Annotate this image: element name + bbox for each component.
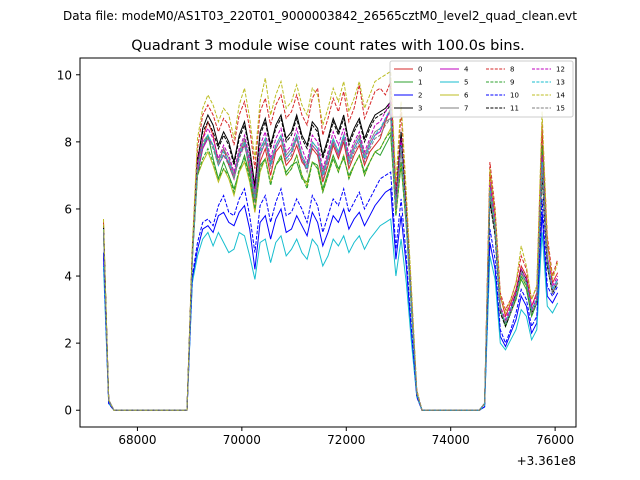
- legend-label-1: 1: [418, 79, 422, 87]
- x-tick-label: 74000: [432, 433, 470, 447]
- legend-label-10: 10: [510, 92, 519, 100]
- legend-label-2: 2: [418, 92, 422, 100]
- x-tick-label: 68000: [118, 433, 156, 447]
- y-tick-label: 6: [64, 202, 72, 216]
- x-tick-label: 70000: [223, 433, 261, 447]
- legend-label-12: 12: [556, 66, 565, 74]
- legend-label-9: 9: [510, 79, 514, 87]
- legend-label-3: 3: [418, 105, 422, 113]
- x-offset-label: +3.361e8: [517, 454, 576, 468]
- legend-label-8: 8: [510, 66, 514, 74]
- legend-label-0: 0: [418, 66, 422, 74]
- y-tick-label: 10: [57, 68, 72, 82]
- legend-label-11: 11: [510, 105, 519, 113]
- legend-label-6: 6: [464, 92, 469, 100]
- y-tick-label: 8: [64, 135, 72, 149]
- plot-lines: [103, 70, 559, 411]
- legend-box: [389, 60, 574, 118]
- legend-label-4: 4: [464, 66, 469, 74]
- legend-label-15: 15: [556, 105, 565, 113]
- legend-label-14: 14: [556, 92, 565, 100]
- legend-label-5: 5: [464, 79, 468, 87]
- y-tick-label: 2: [64, 337, 72, 351]
- y-axis: 0 2 4 6 8 10: [57, 68, 80, 418]
- x-tick-label: 72000: [327, 433, 365, 447]
- legend-label-13: 13: [556, 79, 565, 87]
- x-axis: 68000 70000 72000 74000 76000: [118, 427, 574, 447]
- y-tick-label: 0: [64, 404, 72, 418]
- axes-frame: [79, 57, 577, 428]
- legend-label-7: 7: [464, 105, 468, 113]
- y-tick-label: 4: [64, 270, 72, 284]
- data-file-label: Data file: modeM0/AS1T03_220T01_90000038…: [63, 9, 577, 23]
- chart-title: Quadrant 3 module wise count rates with …: [131, 38, 525, 54]
- x-tick-label: 76000: [536, 433, 574, 447]
- series-line-15: [103, 117, 559, 411]
